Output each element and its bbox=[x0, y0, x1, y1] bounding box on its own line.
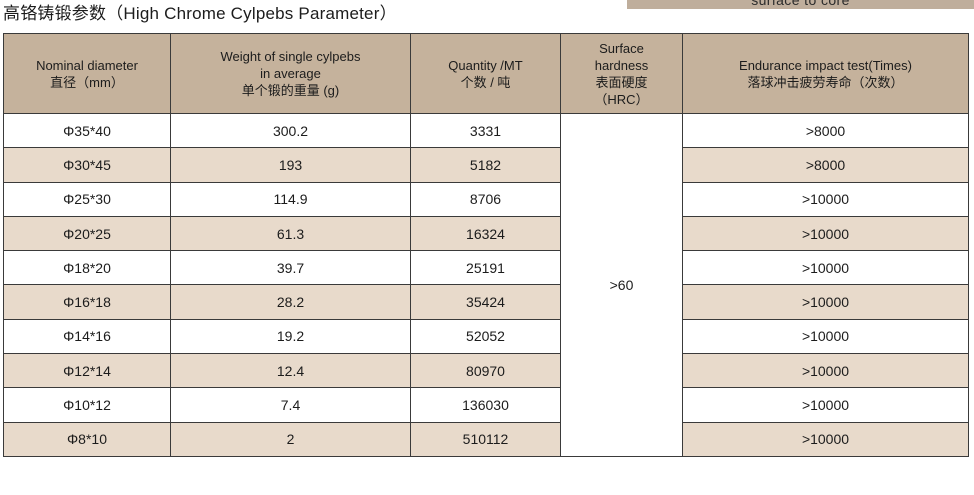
cell-nominal-diameter: Φ20*25 bbox=[3, 215, 171, 252]
cell-quantity-per-mt: 16324 bbox=[410, 215, 561, 252]
cell-weight-average: 300.2 bbox=[170, 112, 411, 149]
cell-weight-average: 61.3 bbox=[170, 215, 411, 252]
cell-endurance-impact-test: >10000 bbox=[682, 250, 969, 286]
cell-endurance-impact-test: >10000 bbox=[682, 421, 969, 457]
spec-table-container: Nominal diameter 直径（mm） Weight of single… bbox=[3, 33, 969, 457]
column-header-endurance-impact-test-cn: 落球冲击疲劳寿命（次数） bbox=[747, 74, 904, 90]
column-header-weight-en: Weight of single cylpebs bbox=[220, 49, 361, 64]
column-header-nominal-diameter: Nominal diameter 直径（mm） bbox=[3, 33, 171, 114]
cell-endurance-impact-test: >10000 bbox=[682, 318, 969, 355]
cell-endurance-impact-test: >10000 bbox=[682, 181, 969, 217]
cell-weight-average: 2 bbox=[170, 421, 411, 457]
top-cutoff-banner: surface to core bbox=[627, 0, 974, 9]
table-row: Φ10*12 7.4 136030 >10000 bbox=[3, 387, 969, 423]
cell-weight-average: 19.2 bbox=[170, 318, 411, 355]
table-row: Φ30*45 193 5182 >8000 bbox=[3, 147, 969, 183]
cell-weight-average: 12.4 bbox=[170, 353, 411, 389]
column-header-nominal-diameter-en: Nominal diameter bbox=[36, 57, 138, 73]
cell-quantity-per-mt: 510112 bbox=[410, 421, 561, 457]
column-header-surface-hardness: Surface hardness 表面硬度 （HRC） bbox=[560, 33, 683, 114]
cell-nominal-diameter: Φ12*14 bbox=[3, 353, 171, 389]
column-header-surface-hardness-en2: hardness bbox=[594, 57, 649, 73]
cell-weight-average: 114.9 bbox=[170, 181, 411, 217]
cell-weight-average: 39.7 bbox=[170, 250, 411, 286]
cell-nominal-diameter: Φ35*40 bbox=[3, 112, 171, 149]
column-header-endurance-impact-test-en: Endurance impact test(Times) bbox=[739, 57, 912, 73]
cell-surface-hardness-merged: >60 bbox=[560, 113, 683, 457]
cell-quantity-per-mt: 80970 bbox=[410, 353, 561, 389]
column-header-surface-hardness-en: Surface bbox=[599, 40, 644, 56]
cell-quantity-per-mt: 35424 bbox=[410, 284, 561, 320]
cell-endurance-impact-test: >10000 bbox=[682, 215, 969, 252]
cell-nominal-diameter: Φ30*45 bbox=[3, 147, 171, 183]
table-row: Φ8*10 2 510112 >10000 bbox=[3, 421, 969, 457]
cell-nominal-diameter: Φ16*18 bbox=[3, 284, 171, 320]
cell-quantity-per-mt: 5182 bbox=[410, 147, 561, 183]
high-chrome-cylpebs-parameter-table: Nominal diameter 直径（mm） Weight of single… bbox=[3, 33, 969, 457]
table-row: Φ12*14 12.4 80970 >10000 bbox=[3, 353, 969, 389]
cell-nominal-diameter: Φ10*12 bbox=[3, 387, 171, 423]
column-header-weight-cn: 单个锻的重量 (g) bbox=[241, 83, 340, 98]
cell-quantity-per-mt: 8706 bbox=[410, 181, 561, 217]
cell-endurance-impact-test: >8000 bbox=[682, 112, 969, 149]
column-header-weight: Weight of single cylpebs in average 单个锻的… bbox=[170, 33, 411, 114]
column-header-surface-hardness-cn: 表面硬度 bbox=[595, 74, 648, 90]
column-header-surface-hardness-unit: （HRC） bbox=[594, 91, 649, 107]
cell-weight-average: 193 bbox=[170, 147, 411, 183]
cell-quantity-per-mt: 136030 bbox=[410, 387, 561, 423]
column-header-endurance-impact-test: Endurance impact test(Times) 落球冲击疲劳寿命（次数… bbox=[682, 33, 969, 114]
cell-quantity-per-mt: 25191 bbox=[410, 250, 561, 286]
cell-nominal-diameter: Φ8*10 bbox=[3, 421, 171, 457]
cell-nominal-diameter: Φ25*30 bbox=[3, 181, 171, 217]
table-row: Φ25*30 114.9 8706 >10000 bbox=[3, 181, 969, 217]
table-row: Φ20*25 61.3 16324 >10000 bbox=[3, 215, 969, 252]
column-header-quantity-en: Quantity /MT bbox=[448, 57, 523, 73]
table-body: Φ35*40 300.2 3331 >60 >8000 Φ30*45 193 5182 >800… bbox=[3, 112, 969, 457]
column-header-weight-en2: in average bbox=[260, 66, 321, 81]
column-header-nominal-diameter-cn: 直径（mm） bbox=[50, 74, 124, 90]
cell-quantity-per-mt: 52052 bbox=[410, 318, 561, 355]
cell-endurance-impact-test: >10000 bbox=[682, 387, 969, 423]
table-row: Φ14*16 19.2 52052 >10000 bbox=[3, 318, 969, 355]
cell-weight-average: 28.2 bbox=[170, 284, 411, 320]
cell-nominal-diameter: Φ18*20 bbox=[3, 250, 171, 286]
cell-endurance-impact-test: >10000 bbox=[682, 353, 969, 389]
page-title: 高铬铸锻参数（High Chrome Cylpebs Parameter） bbox=[3, 4, 397, 23]
cell-nominal-diameter: Φ14*16 bbox=[3, 318, 171, 355]
column-header-quantity-cn: 个数 / 吨 bbox=[460, 74, 511, 90]
table-row: Φ35*40 300.2 3331 >60 >8000 bbox=[3, 112, 969, 457]
table-row: Φ16*18 28.2 35424 >10000 bbox=[3, 284, 969, 320]
table-row: Φ18*20 39.7 25191 >10000 bbox=[3, 250, 969, 286]
cell-endurance-impact-test: >10000 bbox=[682, 284, 969, 320]
table-header-row: Nominal diameter 直径（mm） Weight of single… bbox=[3, 33, 969, 114]
cell-weight-average: 7.4 bbox=[170, 387, 411, 423]
table-header: Nominal diameter 直径（mm） Weight of single… bbox=[3, 33, 969, 114]
column-header-quantity: Quantity /MT 个数 / 吨 bbox=[410, 33, 561, 114]
cell-endurance-impact-test: >8000 bbox=[682, 147, 969, 183]
cell-quantity-per-mt: 3331 bbox=[410, 112, 561, 149]
